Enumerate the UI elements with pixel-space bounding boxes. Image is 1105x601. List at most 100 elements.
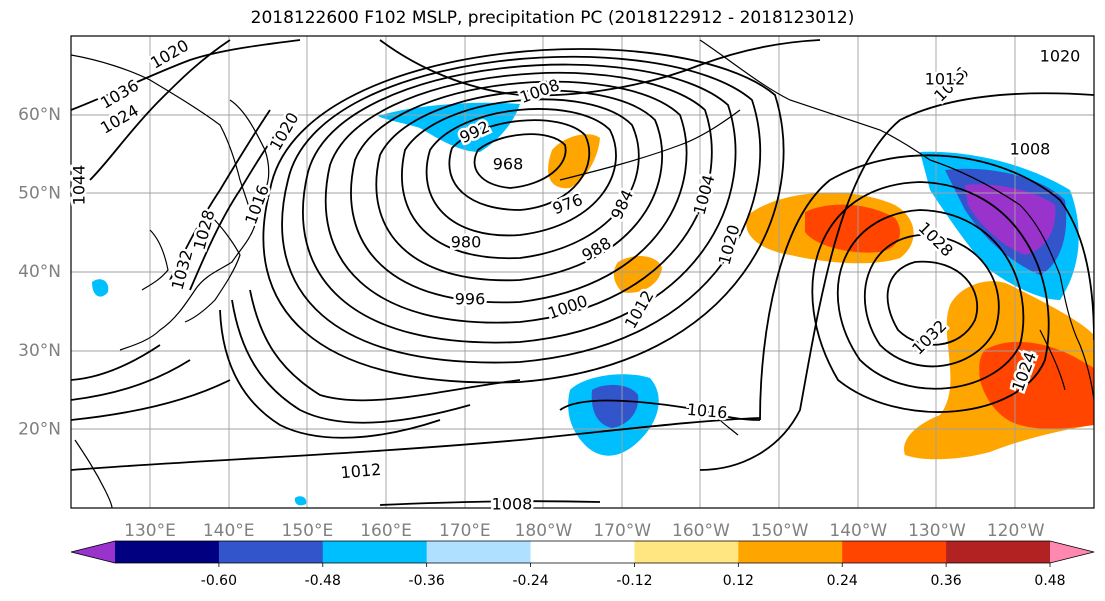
coast-kamchatka (229, 99, 270, 191)
precipitation-shading (92, 102, 1094, 506)
colorbar-tick-label: 0.24 (827, 573, 858, 589)
coast-philippines (74, 439, 113, 508)
colorbar-swatch (115, 541, 220, 563)
coast-asia (71, 54, 256, 351)
precip-strong-california (979, 341, 1094, 429)
colorbar-tick-label: -0.48 (305, 573, 341, 589)
coastlines (71, 39, 1094, 508)
precip-mid-subtropical (591, 384, 639, 428)
colorbar-extend-high (1050, 541, 1094, 563)
isobar-1028-west (219, 309, 441, 439)
isobar-1032 (886, 260, 978, 346)
coast-baja (1039, 329, 1066, 391)
longitude-label: 170°E (439, 521, 491, 541)
isobar-label: 1016 (241, 182, 273, 227)
longitude-label: 160°W (672, 521, 730, 541)
coast-japan (184, 214, 241, 323)
colorbar-swatch (634, 541, 739, 563)
isobar-984 (401, 98, 640, 260)
colorbar-swatch (426, 541, 532, 563)
isobar-asia-5 (89, 39, 231, 181)
isobar-976 (448, 119, 591, 211)
isobar-1020-east (811, 181, 1050, 413)
colorbar (70, 540, 1095, 564)
precip-positive-midpacific (613, 256, 662, 293)
isobar-1016-south (559, 399, 761, 421)
isobar-asia-1 (71, 379, 231, 421)
isobar-asia-6 (169, 109, 271, 281)
isobar-label-halo: 1020 (1040, 47, 1081, 66)
isobar-1024-east (836, 209, 1025, 390)
latitude-label: 50°N (18, 184, 61, 204)
isobar-asia-7 (189, 114, 291, 291)
isobar-label: 1012 (340, 460, 382, 482)
isobar-label: 1020 (1040, 47, 1081, 66)
isobar-asia-4 (71, 39, 301, 111)
colorbar-swatch (218, 541, 324, 563)
isobar-north (379, 39, 821, 97)
coast-korea (141, 229, 169, 291)
colorbar-swatch (738, 541, 843, 563)
isobars (71, 39, 1094, 506)
isobar-label-halo: 980 (451, 233, 482, 252)
isobar-label: 1012 (925, 70, 966, 89)
isobar-988 (375, 89, 663, 282)
colorbar-swatch (530, 541, 635, 563)
colorbar-tick-label: 0.48 (1034, 573, 1065, 589)
longitude-label: 130°E (124, 521, 176, 541)
precip-negative-west-edge (294, 496, 307, 506)
precip-positive-bering (548, 134, 600, 189)
longitude-label: 150°E (282, 521, 334, 541)
longitude-labels: 130°E 140°E 150°E 160°E 170°E 180°W 170°W 160°W… (124, 521, 1045, 541)
isobar-label: 1016 (686, 400, 728, 422)
isobar-label: 984 (607, 187, 637, 223)
colorbar-swatch (842, 541, 947, 563)
isobar-label: 1032 (908, 316, 950, 358)
colorbar-swatch (946, 541, 1051, 563)
isobar-label: 1020 (715, 223, 744, 267)
isobar-label: 1008 (1010, 140, 1051, 159)
longitude-label: 120°W (987, 521, 1045, 541)
isobar-1008-south (379, 500, 601, 506)
precip-negative-japan (92, 279, 109, 297)
longitude-label: 170°W (593, 521, 651, 541)
colorbar-tick-label: 0.12 (723, 573, 754, 589)
colorbar-tick-label: -0.12 (616, 573, 652, 589)
colorbar-swatch (322, 541, 428, 563)
map-frame (70, 35, 1095, 509)
longitude-label: 150°W (751, 521, 809, 541)
map-title: 2018122600 F102 MSLP, precipitation PC (… (250, 8, 855, 28)
isobar-1000 (302, 63, 737, 344)
longitude-label: 140°E (203, 521, 255, 541)
isobar-asia-2 (71, 359, 191, 401)
colorbar-tick-label: -0.36 (409, 573, 445, 589)
longitude-label: 140°W (829, 521, 887, 541)
isobar-label: 996 (455, 290, 486, 309)
isobar-label: 1008 (517, 75, 562, 107)
colorbar-tick-label: 0.36 (931, 573, 962, 589)
isobar-1028-east (863, 234, 1000, 368)
isobar-1016-east (759, 154, 1094, 421)
latitude-label: 60°N (18, 105, 61, 125)
isobar-968 (473, 133, 567, 189)
longitude-label: 130°W (908, 521, 966, 541)
isobar-label-halo: 1008 (492, 495, 533, 514)
latitude-label: 20°N (18, 419, 61, 439)
isobar-label: 1020 (266, 109, 303, 154)
latitude-label: 40°N (18, 262, 61, 282)
coast-alaska (699, 39, 931, 161)
longitude-label: 180°W (515, 521, 573, 541)
colorbar-tick-label: -0.60 (201, 573, 237, 589)
isobar-label-halo: 1008 (1010, 140, 1051, 159)
isobar-1024-west (231, 299, 471, 424)
coast-na-west (929, 159, 1094, 401)
longitude-label: 160°E (360, 521, 412, 541)
isobar-label: 1028 (190, 208, 219, 252)
isobar-1012 (71, 417, 761, 471)
isobar-label-halo: 1012 (925, 70, 966, 89)
isobar-1008 (262, 48, 785, 384)
isobar-980 (425, 108, 617, 237)
isobar-label: 1020 (147, 36, 192, 73)
precip-strong-gulf (805, 204, 900, 253)
